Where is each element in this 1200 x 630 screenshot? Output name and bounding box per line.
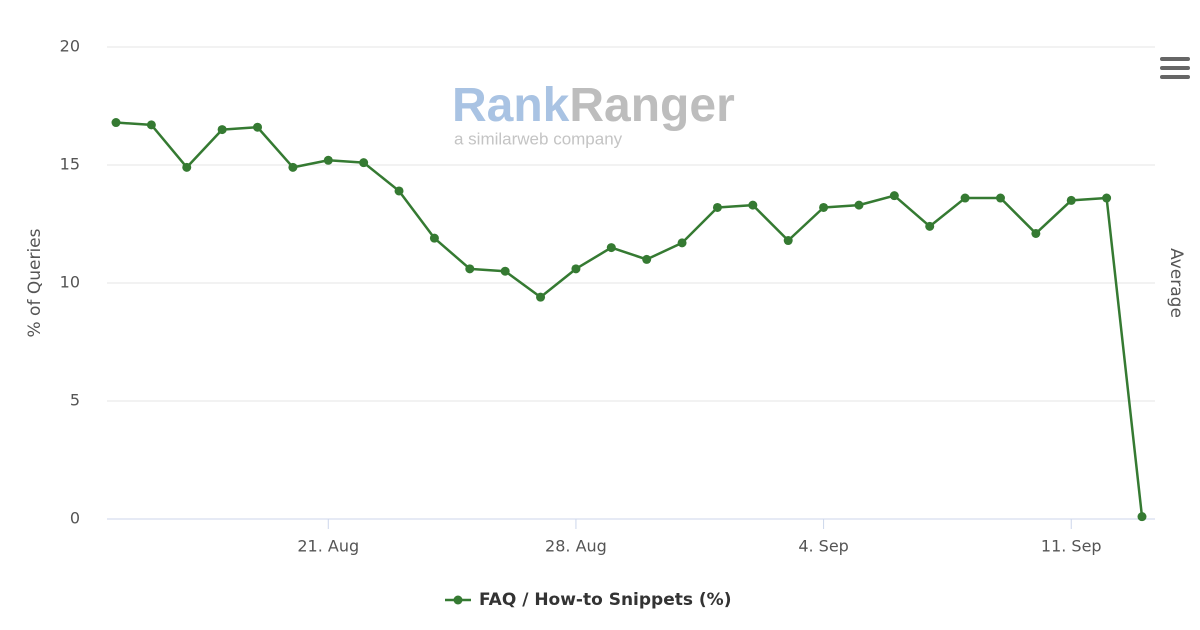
data-point <box>217 125 227 135</box>
watermark-part: Rank <box>452 79 570 132</box>
data-line <box>115 121 1144 517</box>
data-point <box>1102 193 1112 203</box>
data-point <box>111 118 121 128</box>
y-tick-label: 0 <box>70 509 80 528</box>
menu-bar[interactable] <box>1160 57 1190 61</box>
y2-axis-title: Average <box>1166 248 1186 318</box>
y-tick-label: 10 <box>60 273 80 292</box>
y-tick-label: 15 <box>60 155 80 174</box>
watermark-part: Ranger <box>569 79 734 132</box>
watermark-subtitle: a similarweb company <box>454 129 623 148</box>
data-point <box>960 193 970 203</box>
legend-label: FAQ / How-to Snippets (%) <box>479 590 732 610</box>
y-axis-title: % of Queries <box>25 228 45 337</box>
data-point <box>182 162 192 172</box>
data-point <box>642 254 652 264</box>
data-point <box>323 155 333 165</box>
data-point <box>1137 512 1147 522</box>
menu-bar[interactable] <box>1160 75 1190 79</box>
data-point <box>819 202 829 212</box>
data-point <box>536 292 546 302</box>
menu-bar[interactable] <box>1160 66 1190 70</box>
watermark-title: RankRanger <box>452 79 735 132</box>
x-tick-label: 11. Sep <box>1041 537 1102 556</box>
data-point <box>500 266 510 276</box>
data-point <box>606 243 616 253</box>
data-point <box>995 193 1005 203</box>
data-point <box>253 122 263 132</box>
y-tick-label: 5 <box>70 391 80 410</box>
data-point <box>677 238 687 248</box>
x-tick-label: 28. Aug <box>545 537 607 556</box>
data-point <box>571 264 581 274</box>
data-point <box>465 264 475 274</box>
data-point <box>889 191 899 201</box>
data-point <box>359 158 369 168</box>
data-point <box>146 120 156 130</box>
legend-marker <box>453 595 463 605</box>
data-point <box>854 200 864 210</box>
data-point <box>394 186 404 196</box>
data-point <box>712 202 722 212</box>
data-point <box>1031 228 1041 238</box>
data-point <box>925 221 935 231</box>
data-point <box>288 162 298 172</box>
data-point <box>748 200 758 210</box>
data-point <box>1066 195 1076 205</box>
menu-button[interactable] <box>1160 57 1190 79</box>
data-point <box>783 236 793 246</box>
x-tick-label: 21. Aug <box>297 537 359 556</box>
x-tick-label: 4. Sep <box>798 537 849 556</box>
y-tick-label: 20 <box>60 37 80 56</box>
data-point <box>429 233 439 243</box>
